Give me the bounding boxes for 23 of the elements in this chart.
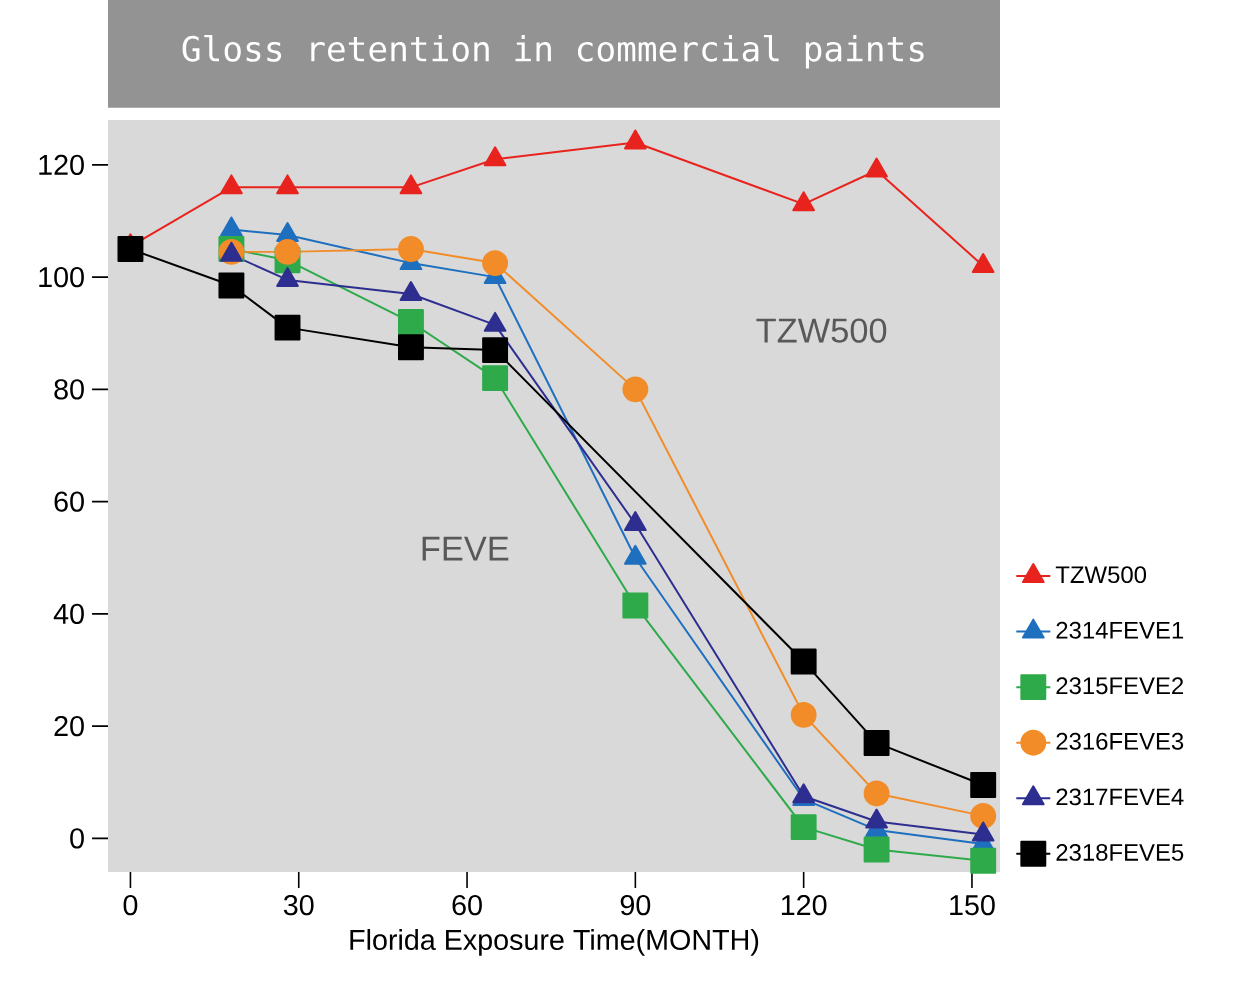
legend-label: 2314FEVE1 [1056,621,1184,639]
annotation: FEVE [422,536,509,561]
x-tick-label: 30 [283,894,314,916]
y-tick-label: 120 [39,154,84,176]
y-tick-label: 0 [70,828,84,849]
x-tick-label: 150 [950,894,995,916]
y-tick-label: 60 [54,491,84,512]
x-tick-label: 60 [452,894,482,916]
annotation: TZW500 [756,318,887,343]
legend-label: 2318FEVE5 [1056,843,1184,861]
legend-label: 2316FEVE3 [1056,732,1184,750]
x-axis-title: Florida Exposure Time(MONTH) [350,928,759,956]
x-tick-label: 120 [781,894,827,916]
y-tick-label: 20 [54,715,84,737]
y-tick-label: 80 [54,379,84,400]
x-tick-label: 0 [123,894,138,916]
y-tick-label: 40 [53,603,84,625]
legend-label: 2315FEVE2 [1056,677,1184,695]
y-tick-label: 100 [39,266,84,288]
legend-label: 2317FEVE4 [1056,788,1184,806]
chart-title: Gloss retention in commercial paints [182,34,924,69]
x-tick-label: 90 [620,894,651,916]
legend-label: TZW500 [1055,566,1147,584]
